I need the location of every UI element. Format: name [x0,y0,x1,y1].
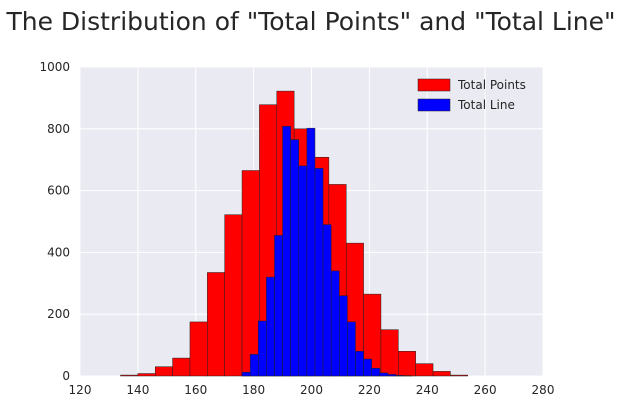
x-tick-label: 200 [300,383,323,397]
histogram-bar [241,372,251,377]
x-tick-label: 140 [126,383,149,397]
y-axis-ticks: 0 200 400 600 800 1000 [39,60,70,383]
x-tick-label: 180 [242,383,265,397]
legend-label: Total Points [457,78,526,92]
x-tick-label: 160 [184,383,207,397]
histogram-bar [241,170,260,377]
x-axis-ticks: 120 140 160 180 200 220 240 260 280 [69,383,555,397]
histogram-bar [379,372,389,377]
histogram-bar [249,354,259,377]
total-line-bars [241,126,413,377]
x-tick-label: 260 [474,383,497,397]
histogram-bar [395,375,405,377]
legend-label: Total Line [457,98,515,112]
legend-swatch [417,98,451,112]
legend-swatch [417,78,451,92]
histogram-bar [224,214,243,377]
histogram-bar [298,165,308,377]
histogram-bar [387,374,397,377]
histogram-bar [314,168,324,377]
histogram-bar [258,320,267,377]
x-tick-label: 240 [416,383,439,397]
histogram-bar [306,127,316,377]
histogram-bar [432,371,451,377]
chart-title: The Distribution of "Total Points" and "… [5,7,615,36]
histogram-bar [415,363,434,377]
histogram-bar [207,272,225,377]
histogram-bar [339,295,348,377]
histogram-bar [154,366,173,377]
x-tick-label: 120 [69,383,92,397]
histogram-bar [274,235,283,377]
histogram-bar [290,139,300,377]
histogram-bar [398,351,416,377]
histogram-bar [120,374,139,377]
histogram-bar [172,357,191,377]
histogram-bar [371,368,381,377]
y-tick-label: 600 [47,184,70,198]
y-tick-label: 800 [47,122,70,136]
x-tick-label: 280 [532,383,555,397]
histogram-bar [330,270,340,377]
x-tick-label: 220 [358,383,381,397]
histogram-bar [380,329,399,377]
histogram-bar [137,373,156,377]
histogram-bar [189,321,208,377]
histogram-bar [266,276,275,377]
histogram-bar [282,126,291,377]
y-tick-label: 400 [47,245,70,259]
histogram-bar [322,224,332,377]
histogram-bar [450,374,469,377]
y-tick-label: 0 [62,369,70,383]
y-tick-label: 200 [47,307,70,321]
histogram-bar [347,321,356,377]
y-tick-label: 1000 [39,60,70,74]
histogram-bar [355,351,364,377]
legend: Total Points Total Line [417,78,526,112]
histogram-bar [363,358,372,377]
